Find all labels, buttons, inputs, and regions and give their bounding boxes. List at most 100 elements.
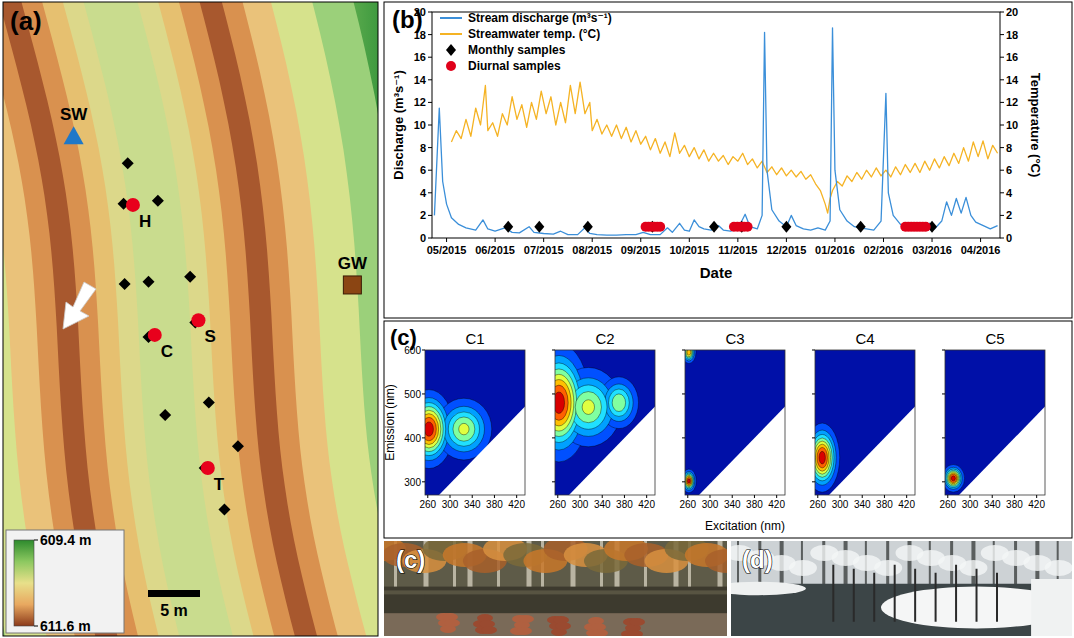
scatter-mask [829,407,915,495]
legend-label: Streamwater temp. (°C) [468,27,600,41]
y-axis-title: Emission (nm) [383,384,397,461]
data-point [856,221,866,233]
y-tick [428,12,432,13]
x-tick-label: 420 [898,499,915,510]
y2-tick [1000,215,1004,216]
x-tick [932,238,933,242]
eem-title: C1 [465,330,484,347]
rock [516,627,532,635]
contour [582,400,594,415]
contour [555,392,565,414]
x-tick-label: 260 [809,499,826,510]
x-tick-label: 07/2015 [524,244,564,256]
x-tick-label: 340 [984,499,1001,510]
x-tick-label: 260 [549,499,566,510]
contour [686,476,692,485]
y-tick-label: 400 [404,433,421,444]
eem-background [945,350,1045,495]
x-tick-label: 260 [939,499,956,510]
foliage [705,549,727,573]
flow-arrow [63,282,96,329]
panel-label: (d) [742,546,773,573]
y2-tick-label: 10 [1006,119,1018,131]
contour [685,475,692,486]
eem-background [685,350,785,495]
x-tick [557,495,558,498]
contour [951,476,955,481]
legend-swatch [440,17,462,19]
y-tick-label: 10 [414,119,426,131]
x-tick-label: 380 [616,499,633,510]
pole [935,573,937,622]
x-tick [834,238,835,242]
y-tick-label: 0 [420,232,426,244]
y2-tick-label: 16 [1006,51,1018,63]
pole [976,569,978,622]
data-point [534,221,544,233]
contour [685,350,693,359]
y-tick [428,125,432,126]
rock [555,622,571,630]
y-tick [552,481,555,482]
y-tick-label: 18 [414,29,426,41]
pole [873,573,875,622]
site-label: H [139,212,151,231]
scatter-mask [699,407,785,495]
x-tick [689,238,690,242]
x-tick-label: 12/2015 [767,244,807,256]
x-tick [883,238,884,242]
x-tick [906,495,907,498]
data-point [743,222,753,232]
x-tick-label: 300 [572,499,589,510]
y2-tick-label: 8 [1006,142,1012,154]
colorbar-box [6,530,124,633]
y-tick [428,147,432,148]
rock [444,619,460,627]
x-tick-label: 420 [508,499,525,510]
y2-tick-label: 2 [1006,209,1012,221]
x-tick [737,238,738,242]
contour [425,398,449,461]
x-tick-label: 340 [594,499,611,510]
x-tick-label: 420 [768,499,785,510]
x-tick-label: 300 [832,499,849,510]
x-tick-label: 300 [442,499,459,510]
y-tick [942,437,945,438]
contour [815,434,834,480]
y-tick [428,215,432,216]
contour [555,380,571,426]
contour [686,350,692,357]
reflection [384,590,727,594]
y-tick-label: 6 [420,164,426,176]
well-marker [184,271,196,283]
contour [425,417,436,440]
contour [425,414,439,445]
contour [605,384,633,421]
y-tick [942,393,945,394]
x-tick [495,238,496,242]
x-tick [710,495,711,498]
rock [627,630,643,636]
data-point [709,221,719,233]
x-tick-label: 380 [486,499,503,510]
eem-title: C4 [855,330,874,347]
contour [575,392,601,423]
y2-tick [1000,12,1004,13]
x-tick-label: 08/2015 [572,244,612,256]
contour [815,438,832,477]
snow-tree [959,560,987,576]
data-point [655,222,665,232]
y-tick [812,350,815,351]
y2-tick-label: 4 [1006,187,1013,199]
y-tick [422,481,425,482]
contour [687,477,691,484]
contour [945,467,962,489]
x-tick-label: 340 [464,499,481,510]
scatter-mask [569,407,655,495]
colorbar-label: 611.6 m [40,618,91,634]
snow-bank [1031,579,1072,636]
colorbar-tick [34,540,38,541]
contour [425,407,443,452]
y2-tick-label: 18 [1006,29,1018,41]
rock [592,629,608,636]
